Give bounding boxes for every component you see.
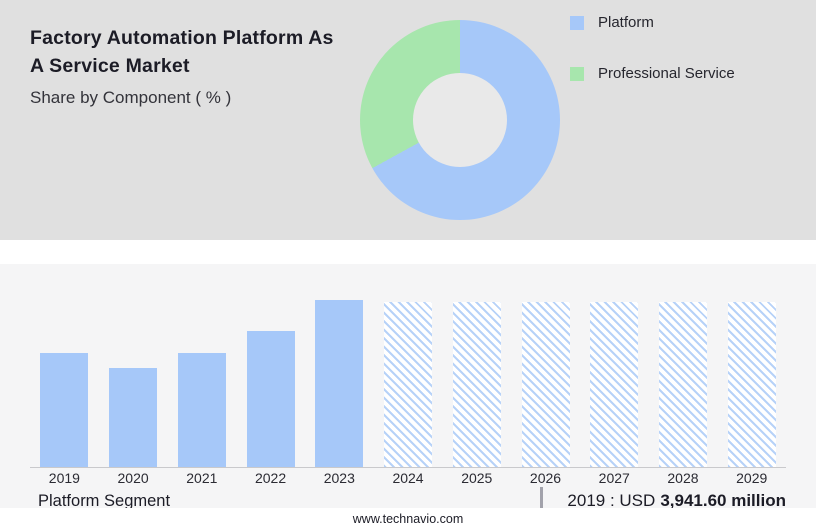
x-tick-2022: 2022 xyxy=(254,470,287,486)
donut-hole xyxy=(413,73,507,167)
panel-divider xyxy=(0,240,816,264)
bar-2020 xyxy=(109,368,158,467)
x-tick-2025: 2025 xyxy=(461,470,493,486)
bar-2023 xyxy=(315,300,364,467)
bar-col-2025 xyxy=(442,302,511,467)
x-tick-2028: 2028 xyxy=(667,470,699,486)
bar-col-2021 xyxy=(167,353,236,467)
x-tick-2027: 2027 xyxy=(598,470,630,486)
x-tick-2026: 2026 xyxy=(529,470,562,486)
x-tick-2024: 2024 xyxy=(392,470,424,486)
bar-col-2023 xyxy=(305,300,374,467)
x-tick-2023: 2023 xyxy=(323,470,355,486)
bar-col-2027 xyxy=(580,302,649,467)
stat-prefix: 2019 : USD xyxy=(567,491,656,510)
forecast-bar-2029 xyxy=(727,302,776,467)
legend-label: Platform xyxy=(598,14,654,31)
forecast-bar-2028 xyxy=(658,302,707,467)
title-line-1: Factory Automation Platform As xyxy=(30,27,334,49)
forecast-bar-2026 xyxy=(521,302,570,467)
forecast-bar-2025 xyxy=(452,302,501,467)
x-tick-2020: 2020 xyxy=(117,470,149,486)
title-line-2: A Service Market xyxy=(30,55,190,77)
vertical-divider xyxy=(540,487,544,515)
bar-col-2024 xyxy=(374,302,443,467)
forecast-bar-2027 xyxy=(590,302,639,467)
bar-col-2019 xyxy=(30,353,99,467)
legend-swatch-professional-service xyxy=(570,66,584,81)
stat-group: 2019 : USD 3,941.60 million xyxy=(540,487,786,515)
stat-line: 2019 : USD 3,941.60 million xyxy=(567,491,786,511)
summary-panel: Factory Automation Platform As A Service … xyxy=(0,0,816,240)
website-strip: www.technavio.com xyxy=(0,508,816,528)
legend-swatch-platform xyxy=(570,15,584,30)
page-title: Factory Automation Platform As A Service … xyxy=(30,24,360,80)
forecast-bar-2024 xyxy=(384,302,433,467)
bar-col-2026 xyxy=(511,302,580,467)
bar-col-2022 xyxy=(236,331,305,467)
bar-col-2028 xyxy=(649,302,718,467)
donut-chart xyxy=(360,20,560,220)
bar-2021 xyxy=(177,353,226,467)
segment-label: Platform Segment xyxy=(38,491,171,510)
bar-chart xyxy=(30,287,786,468)
x-tick-2021: 2021 xyxy=(186,470,218,486)
bar-col-2029 xyxy=(717,302,786,467)
chart-footer: Platform Segment 2019 : USD 3,941.60 mill… xyxy=(38,487,786,515)
x-tick-2029: 2029 xyxy=(736,470,768,486)
legend-item-professional-service: Professional Service xyxy=(570,65,735,82)
website-url: www.technavio.com xyxy=(352,512,464,526)
bar-2022 xyxy=(246,331,295,467)
stat-value: 3,941.60 million xyxy=(660,491,786,510)
x-tick-2019: 2019 xyxy=(48,470,80,486)
legend-item-platform: Platform xyxy=(570,14,735,31)
chart-subtitle: Share by Component ( % ) xyxy=(30,88,232,107)
x-axis-ticks: 2019 2020 2021 2022 2023 2024 2025 2026 2027 2028… xyxy=(30,470,786,486)
title-block: Factory Automation Platform As A Service … xyxy=(30,24,360,108)
legend-label: Professional Service xyxy=(598,65,735,82)
legend: Platform Professional Service xyxy=(570,14,735,116)
bar-chart-panel: 2019 2020 2021 2022 2023 2024 2025 2026 2027 2028… xyxy=(0,264,816,528)
bar-2019 xyxy=(40,353,89,467)
bar-col-2020 xyxy=(99,368,168,467)
